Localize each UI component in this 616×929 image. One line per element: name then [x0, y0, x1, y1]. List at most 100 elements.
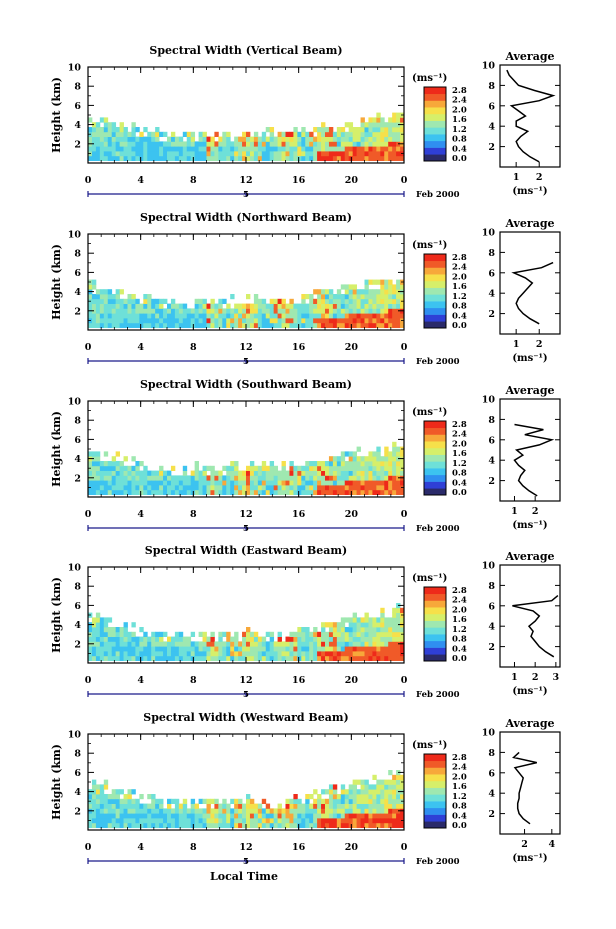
heatmap-cell — [253, 322, 259, 328]
heatmap-cell — [214, 318, 219, 324]
heatmap-cell — [340, 489, 346, 495]
heatmap-cell — [261, 465, 267, 471]
heatmap-cell — [123, 808, 128, 814]
heatmap-cell — [305, 131, 310, 137]
colorbar-tick-label: 0.0 — [452, 821, 467, 831]
heatmap-cell — [249, 313, 255, 319]
heatmap-cell — [103, 141, 109, 147]
heatmap-cell — [103, 318, 109, 324]
heatmap-cell — [119, 322, 124, 328]
heatmap-cell — [249, 636, 255, 642]
y-tick-label: 2 — [74, 806, 81, 817]
heatmap-cell — [321, 622, 326, 628]
heatmap-cell — [372, 822, 377, 828]
heatmap-cell — [356, 636, 361, 642]
heatmap-cell — [111, 818, 117, 824]
heatmap-cell — [186, 308, 192, 314]
heatmap-cell — [265, 641, 271, 647]
heatmap-cell — [336, 313, 342, 319]
heatmap-cell — [151, 313, 156, 319]
heatmap-cell — [384, 127, 389, 133]
heatmap-cell — [91, 485, 97, 491]
average-frame — [499, 231, 561, 335]
heatmap-cell — [214, 651, 219, 657]
heatmap-cell — [253, 641, 259, 647]
heatmap-cell — [269, 655, 275, 661]
colorbar-unit-label: (ms⁻¹) — [412, 407, 447, 418]
heatmap-cell — [190, 818, 196, 824]
colorbar-tick-label: 1.2 — [452, 792, 467, 802]
heatmap-cell — [163, 813, 168, 819]
heatmap-cell — [360, 636, 365, 642]
heatmap-cell — [384, 456, 389, 462]
heatmap-cell — [305, 155, 310, 161]
heatmap-cell — [234, 461, 239, 467]
heatmap-cell — [206, 141, 211, 147]
heatmap-cell — [376, 627, 381, 633]
heatmap-cell — [392, 779, 397, 785]
heatmap-cell — [344, 636, 350, 642]
heatmap-cell — [238, 136, 243, 142]
heatmap-cell — [214, 803, 219, 809]
heatmap-cell — [285, 808, 290, 814]
heatmap-cell — [372, 127, 377, 133]
heatmap-cell — [376, 308, 381, 314]
heatmap-cell — [163, 308, 168, 314]
heatmap-cell — [336, 470, 342, 476]
heatmap-cell — [273, 308, 278, 314]
heatmap-cell — [368, 465, 373, 471]
heatmap-cell — [277, 475, 282, 481]
heatmap-cell — [230, 641, 235, 647]
heatmap-cell — [253, 485, 259, 491]
heatmap-cell — [174, 303, 180, 309]
heatmap-cell — [249, 646, 255, 652]
heatmap-cell — [206, 489, 211, 495]
heatmap-cell — [317, 646, 322, 652]
heatmap-cell — [289, 818, 294, 824]
heatmap-cell — [313, 298, 318, 304]
heatmap-cell — [384, 470, 389, 476]
heatmap-cell — [368, 646, 373, 652]
heatmap-cell — [340, 646, 346, 652]
heatmap-cell — [368, 803, 373, 809]
heatmap-cell — [226, 803, 231, 809]
heatmap-cell — [372, 294, 377, 300]
heatmap-cell — [372, 146, 377, 152]
heatmap-cell — [364, 813, 369, 819]
heatmap-cell — [88, 461, 93, 467]
heatmap-cell — [384, 803, 389, 809]
heatmap-cell — [332, 784, 338, 790]
heatmap-cell — [119, 485, 124, 491]
heatmap-cell — [95, 451, 101, 457]
heatmap-cell — [313, 475, 318, 481]
heatmap-cell — [301, 141, 306, 147]
heatmap-cell — [352, 294, 357, 300]
average-y-tick-label: 8 — [488, 81, 495, 92]
heatmap-cell — [392, 475, 397, 481]
heatmap-cell — [151, 803, 156, 809]
heatmap-cell — [321, 789, 326, 795]
heatmap-cell — [356, 146, 361, 152]
heatmap-cell — [348, 818, 354, 824]
heatmap-cell — [380, 122, 385, 128]
heatmap-cell — [143, 818, 148, 824]
heatmap-cell — [234, 485, 239, 491]
colorbar-tick-label: 1.2 — [452, 459, 467, 469]
heatmap-cell — [95, 641, 101, 647]
heatmap-cell — [336, 289, 342, 295]
heatmap-cell — [119, 298, 124, 304]
heatmap-cell — [376, 631, 381, 637]
heatmap-cell — [91, 303, 97, 309]
heatmap-cell — [372, 798, 377, 804]
heatmap-cell — [332, 136, 338, 142]
heatmap-cell — [372, 141, 377, 147]
heatmap-cell — [170, 313, 176, 319]
heatmap-cell — [396, 451, 401, 457]
heatmap-cell — [261, 480, 267, 486]
x-tick-label: 0 — [401, 842, 408, 853]
heatmap-cell — [111, 789, 117, 795]
colorbar-swatch — [424, 654, 446, 662]
heatmap-cell — [139, 794, 144, 800]
y-axis-label: Height (km) — [50, 577, 63, 653]
heatmap-cell — [273, 822, 278, 828]
